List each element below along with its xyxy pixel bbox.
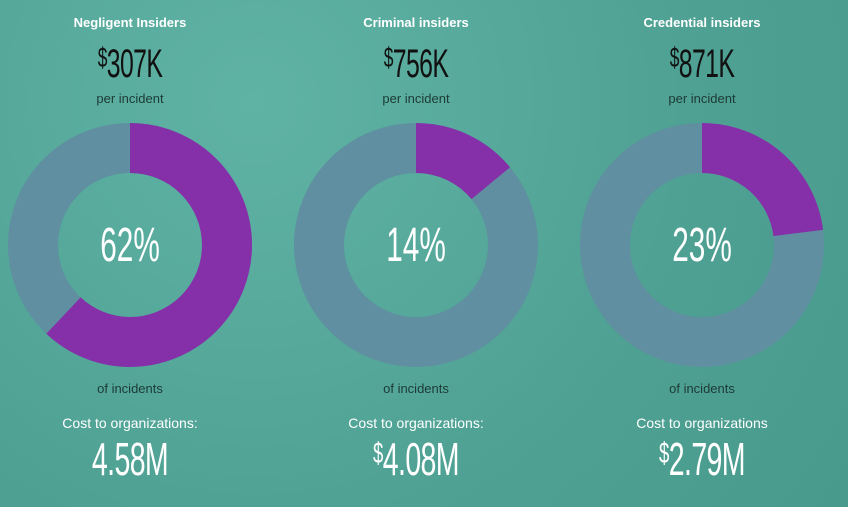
panel-title: Criminal insiders xyxy=(363,15,469,30)
cost-value: 4.58M xyxy=(91,433,169,485)
panel-title: Credential insiders xyxy=(643,15,761,30)
donut-slice xyxy=(8,123,252,367)
percent-label: 14% xyxy=(386,219,446,272)
donut-slice xyxy=(580,123,824,367)
price-value: 307K xyxy=(106,42,163,86)
cost-label: Cost to organizations xyxy=(636,415,768,431)
price-value: 871K xyxy=(678,42,735,86)
per-incident-label: per incident xyxy=(96,91,164,106)
percent-label: 23% xyxy=(672,219,732,272)
cost-label: Cost to organizations: xyxy=(348,415,484,431)
currency-sign: $ xyxy=(659,437,669,470)
currency-sign: $ xyxy=(97,42,108,73)
panel-title: Negligent Insiders xyxy=(73,15,187,30)
cost-per-incident: $756K xyxy=(327,42,504,87)
price-value: 756K xyxy=(392,42,449,86)
cost-per-incident: $871K xyxy=(613,42,790,87)
of-incidents-label: of incidents xyxy=(669,381,735,396)
total-cost: $2.79M xyxy=(613,432,790,486)
cost-value: 4.08M xyxy=(382,433,460,485)
total-cost: $4.08M xyxy=(327,432,504,486)
percent-label: 62% xyxy=(100,219,160,272)
per-incident-label: per incident xyxy=(382,91,450,106)
total-cost: 4.58M xyxy=(41,432,218,486)
donut-panel: Criminal insiders $756K per incident 14%… xyxy=(273,0,559,507)
currency-sign: $ xyxy=(669,42,680,73)
currency-sign: $ xyxy=(383,42,394,73)
of-incidents-label: of incidents xyxy=(97,381,163,396)
of-incidents-label: of incidents xyxy=(383,381,449,396)
donut-panel: Credential insiders $871K per incident 2… xyxy=(559,0,845,507)
per-incident-label: per incident xyxy=(668,91,736,106)
cost-value: 2.79M xyxy=(668,433,746,485)
cost-per-incident: $307K xyxy=(41,42,218,87)
currency-sign: $ xyxy=(373,437,383,470)
donut-chart xyxy=(294,123,538,367)
donut-slice xyxy=(294,123,538,367)
donut-chart xyxy=(8,123,252,367)
donut-chart xyxy=(580,123,824,367)
cost-label: Cost to organizations: xyxy=(62,415,198,431)
donut-panel: Negligent Insiders $307K per incident 62… xyxy=(0,0,273,507)
